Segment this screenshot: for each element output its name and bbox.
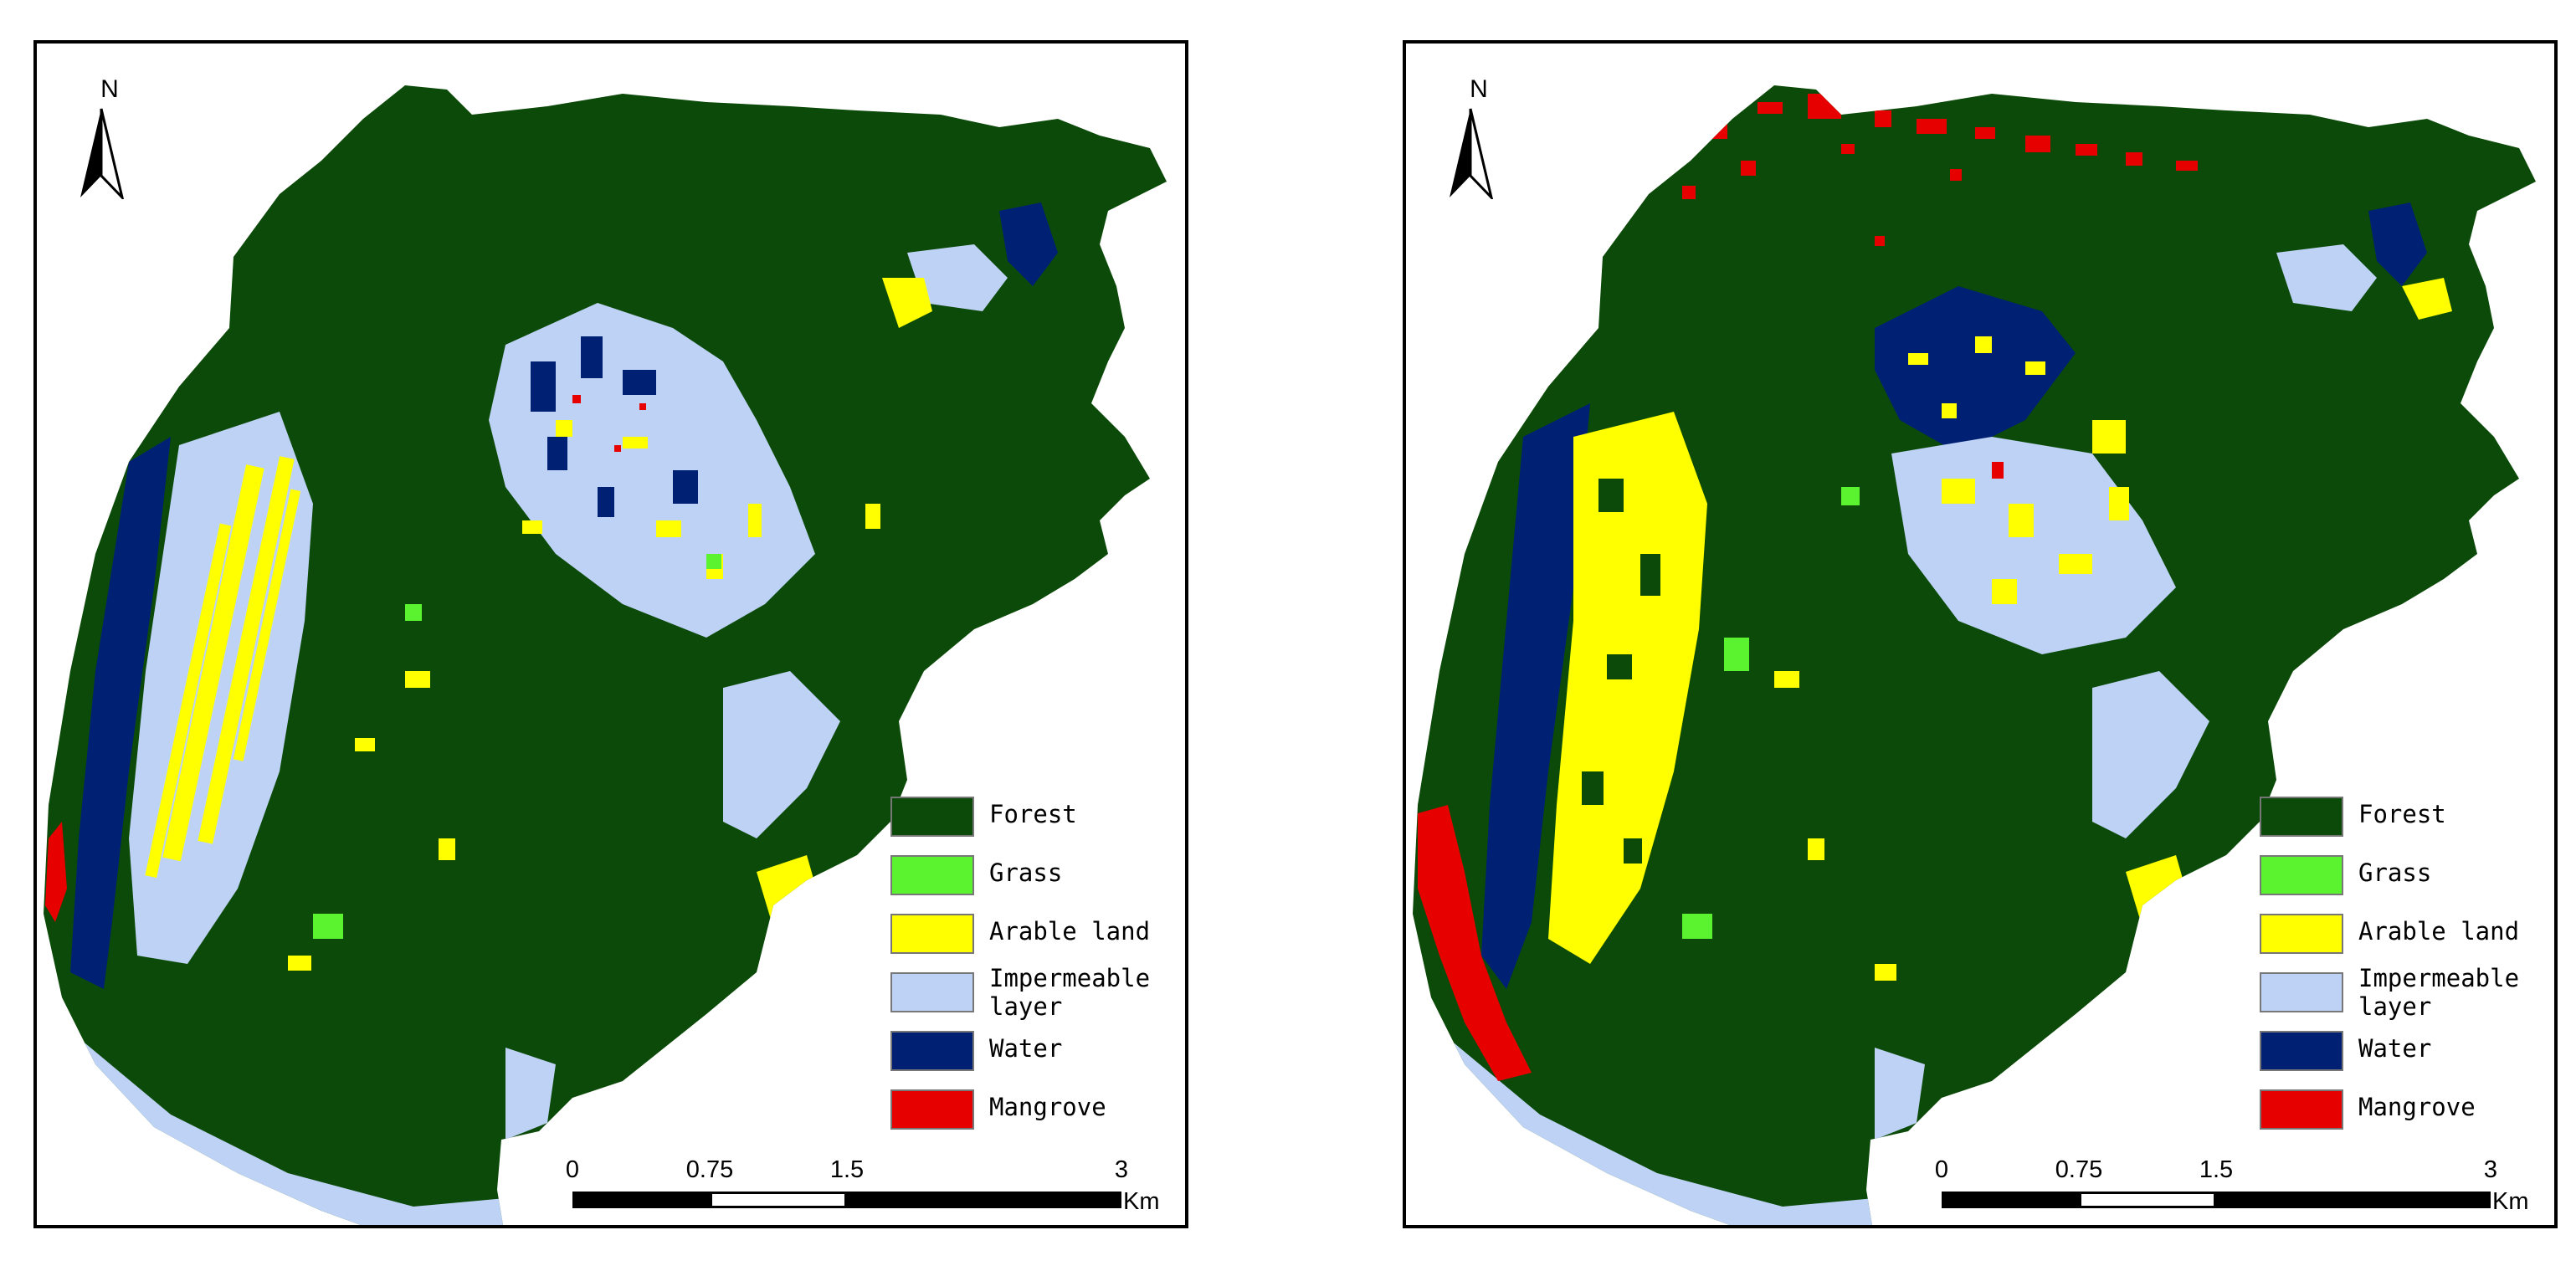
legend-swatch xyxy=(890,914,974,954)
land-cover-map xyxy=(1413,85,2536,1225)
legend-label: Mangrove xyxy=(2358,1093,2476,1121)
scale-bar: 0 0.75 1.5 3 Km xyxy=(1900,1156,2529,1215)
legend-swatch xyxy=(2260,855,2343,895)
scale-unit-label: Km xyxy=(1123,1188,1160,1215)
legend-item-mangrove: Mangrove xyxy=(890,1089,1175,1131)
legend-label: Forest xyxy=(989,800,1077,828)
land-cover-map xyxy=(44,85,1167,1225)
north-label: N xyxy=(100,75,119,103)
legend-item-impermeable-layer: Impermeable layer xyxy=(2260,964,2544,1021)
legend-item-impermeable-layer: Impermeable layer xyxy=(890,964,1175,1021)
scale-segment xyxy=(2216,1192,2491,1208)
legend-label: Impermeable layer xyxy=(989,964,1151,1021)
legend-label: Mangrove xyxy=(989,1093,1106,1121)
scale-unit-label: Km xyxy=(2492,1188,2529,1215)
legend-label: Water xyxy=(2358,1034,2432,1063)
north-arrow-icon xyxy=(1450,108,1494,199)
north-arrow-icon xyxy=(80,108,125,199)
legend-swatch xyxy=(890,797,974,837)
legend-swatch xyxy=(2260,797,2343,837)
legend-label: Impermeable layer xyxy=(2358,964,2520,1021)
north-arrow: N xyxy=(1441,75,1500,201)
scale-tick-label: 0.75 xyxy=(685,1156,734,1183)
legend-swatch xyxy=(890,1089,974,1130)
legend-item-grass: Grass xyxy=(2260,855,2544,897)
scale-bar: 0 0.75 1.5 3 Km xyxy=(531,1156,1160,1215)
legend-swatch xyxy=(890,855,974,895)
map-panel-left: N Forest Grass Arable land Impermeable l… xyxy=(33,40,1188,1228)
scale-tick-label: 1.5 xyxy=(2199,1156,2234,1183)
scale-tick-label: 0 xyxy=(1934,1156,1949,1183)
legend-label: Arable land xyxy=(2358,917,2520,946)
scale-tick-label: 1.5 xyxy=(829,1156,865,1183)
map-panel-right: N Forest Grass Arable land Impermeable l… xyxy=(1403,40,2558,1228)
scale-tick-label: 3 xyxy=(2483,1156,2498,1183)
legend-swatch xyxy=(2260,1089,2343,1130)
legend-item-arable-land: Arable land xyxy=(2260,914,2544,956)
legend-item-water: Water xyxy=(2260,1031,2544,1073)
scale-segment xyxy=(572,1192,710,1208)
legend-item-mangrove: Mangrove xyxy=(2260,1089,2544,1131)
scale-segment xyxy=(710,1192,847,1208)
legend-label: Forest xyxy=(2358,800,2446,828)
legend-item-water: Water xyxy=(890,1031,1175,1073)
legend-swatch xyxy=(2260,1031,2343,1071)
north-arrow: N xyxy=(72,75,131,201)
legend-swatch xyxy=(890,972,974,1012)
legend-swatch xyxy=(2260,972,2343,1012)
scale-tick-label: 3 xyxy=(1114,1156,1129,1183)
legend-item-grass: Grass xyxy=(890,855,1175,897)
legend-label: Water xyxy=(989,1034,1063,1063)
legend-label: Grass xyxy=(989,858,1063,887)
legend-swatch xyxy=(890,1031,974,1071)
legend-item-forest: Forest xyxy=(2260,797,2544,838)
legend-item-forest: Forest xyxy=(890,797,1175,838)
north-label: N xyxy=(1470,75,1488,103)
legend-swatch xyxy=(2260,914,2343,954)
scale-tick-label: 0 xyxy=(565,1156,580,1183)
scale-segment xyxy=(847,1192,1121,1208)
scale-tick-label: 0.75 xyxy=(2055,1156,2103,1183)
legend-item-arable-land: Arable land xyxy=(890,914,1175,956)
scale-segment xyxy=(2079,1192,2216,1208)
scale-segment xyxy=(1942,1192,2079,1208)
legend-label: Grass xyxy=(2358,858,2432,887)
legend-label: Arable land xyxy=(989,917,1151,946)
